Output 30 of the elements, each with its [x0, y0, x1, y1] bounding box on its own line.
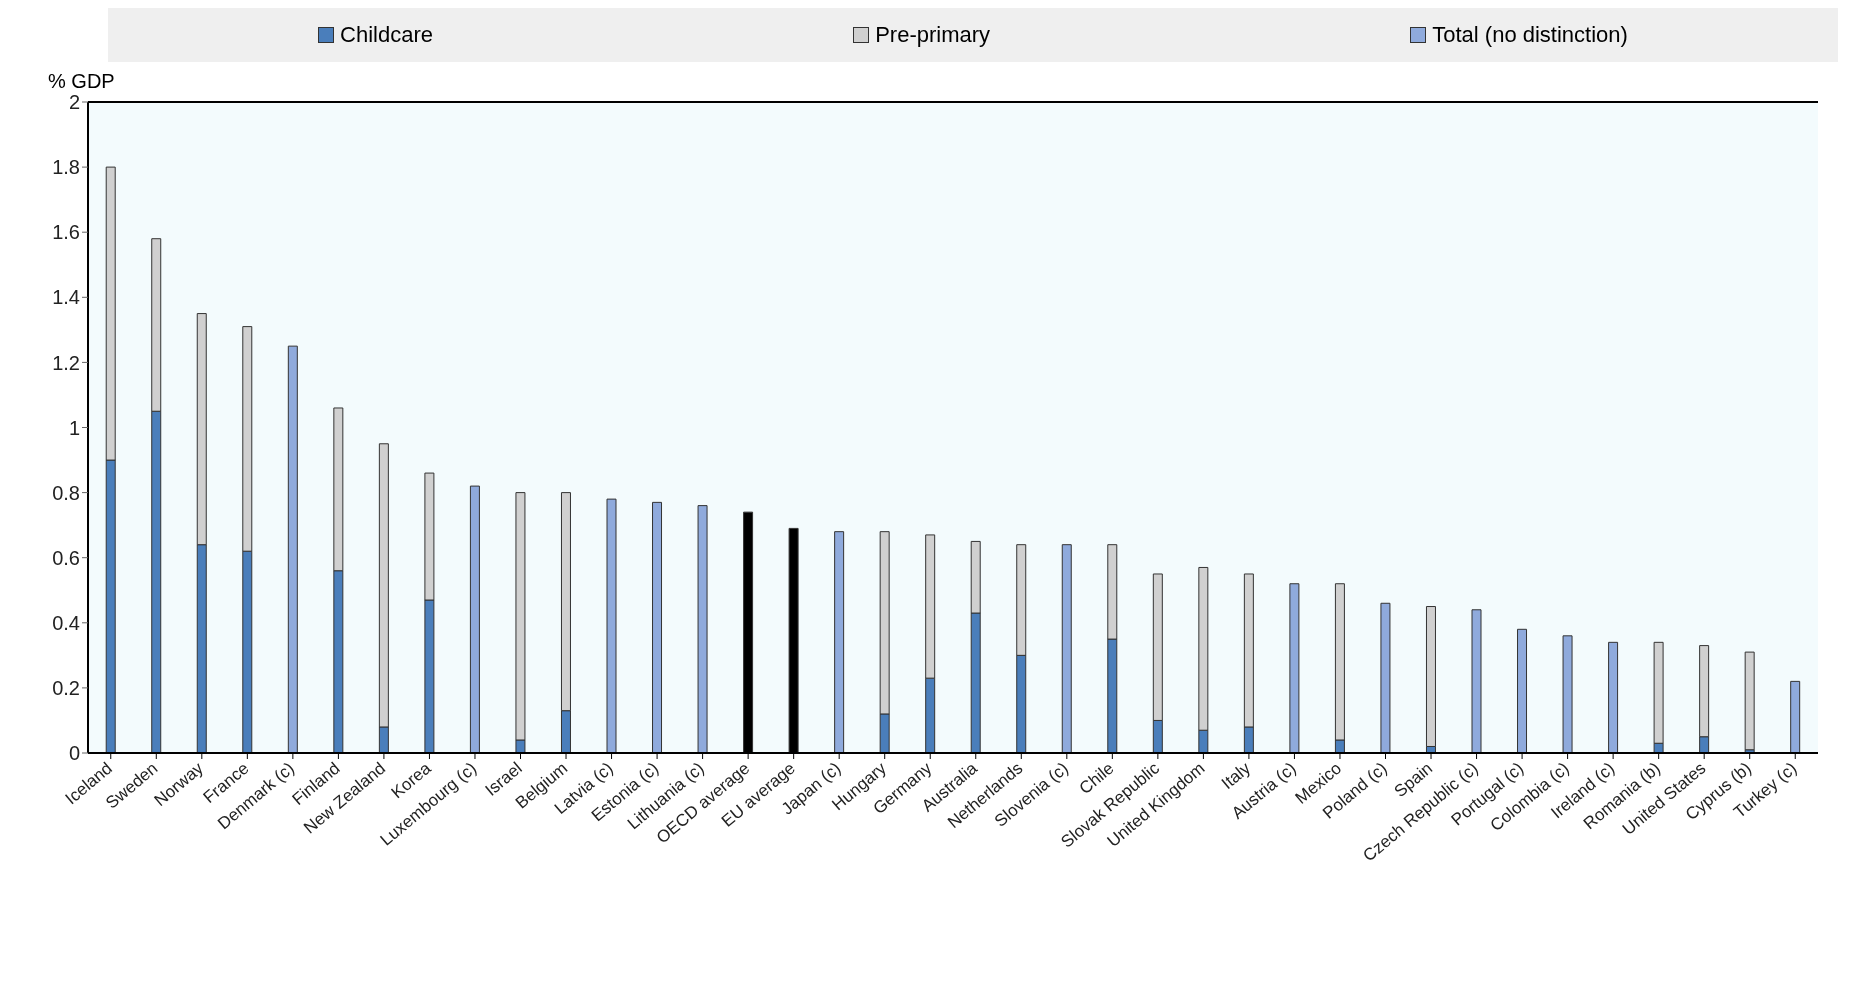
bar	[606, 498, 617, 753]
bar	[652, 501, 663, 753]
y-tick-label: 0.8	[52, 481, 80, 504]
y-tick-label: 0.6	[52, 546, 80, 569]
bar	[1562, 635, 1573, 753]
bar	[469, 485, 480, 753]
y-tick-label: 1.2	[52, 351, 80, 374]
bar	[1471, 609, 1482, 753]
bar	[1061, 544, 1072, 753]
bar	[1744, 651, 1755, 751]
legend-label: Childcare	[340, 22, 434, 48]
bar	[287, 345, 298, 753]
legend-label: Pre-primary	[875, 22, 991, 48]
y-tick-label: 1	[68, 416, 80, 439]
bar	[1790, 680, 1801, 753]
y-tick-label: 2	[68, 91, 80, 114]
y-tick-label: 0.4	[52, 611, 80, 634]
bar	[834, 531, 845, 753]
y-tick-label: 1.4	[52, 286, 80, 309]
bar	[1608, 641, 1619, 753]
y-axis-title: % GDP	[48, 70, 116, 93]
bar	[1517, 628, 1528, 753]
y-tick-label: 0	[68, 742, 80, 765]
bar	[1380, 602, 1391, 753]
bar	[1289, 583, 1300, 753]
legend-label: Total (no distinction)	[1432, 22, 1628, 48]
y-tick-label: 1.6	[52, 221, 80, 244]
y-tick-label: 0.2	[52, 677, 80, 699]
y-tick-label: 1.8	[52, 156, 80, 179]
bar	[697, 505, 708, 753]
